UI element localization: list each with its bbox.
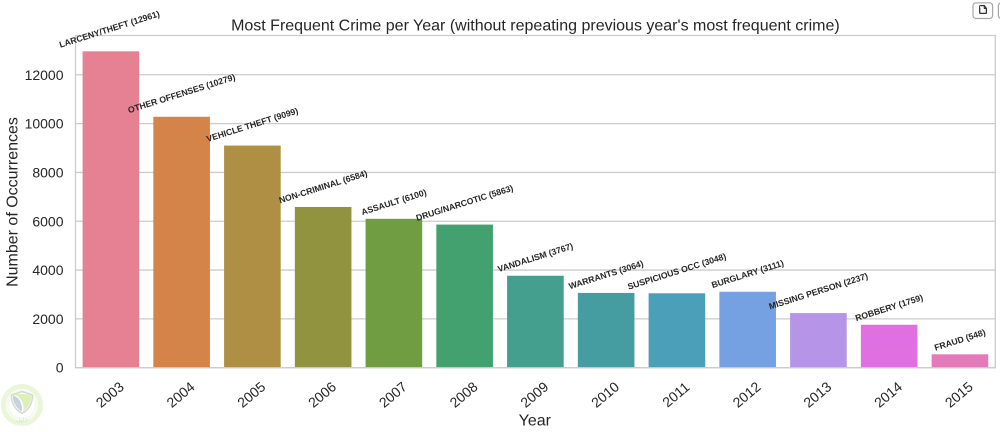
svg-text:4000: 4000 (32, 262, 63, 278)
svg-text:Number of Occurrences: Number of Occurrences (5, 117, 22, 287)
svg-text:10000: 10000 (25, 116, 64, 132)
svg-text:12000: 12000 (25, 67, 64, 83)
svg-text:2000: 2000 (32, 311, 63, 327)
svg-text:حلول: حلول (16, 417, 29, 424)
svg-text:8000: 8000 (32, 164, 63, 180)
svg-text:0: 0 (56, 360, 64, 376)
svg-text:6000: 6000 (32, 213, 63, 229)
svg-text:Year: Year (519, 413, 552, 427)
svg-text:Most Frequent Crime per Year (: Most Frequent Crime per Year (without re… (231, 18, 840, 35)
